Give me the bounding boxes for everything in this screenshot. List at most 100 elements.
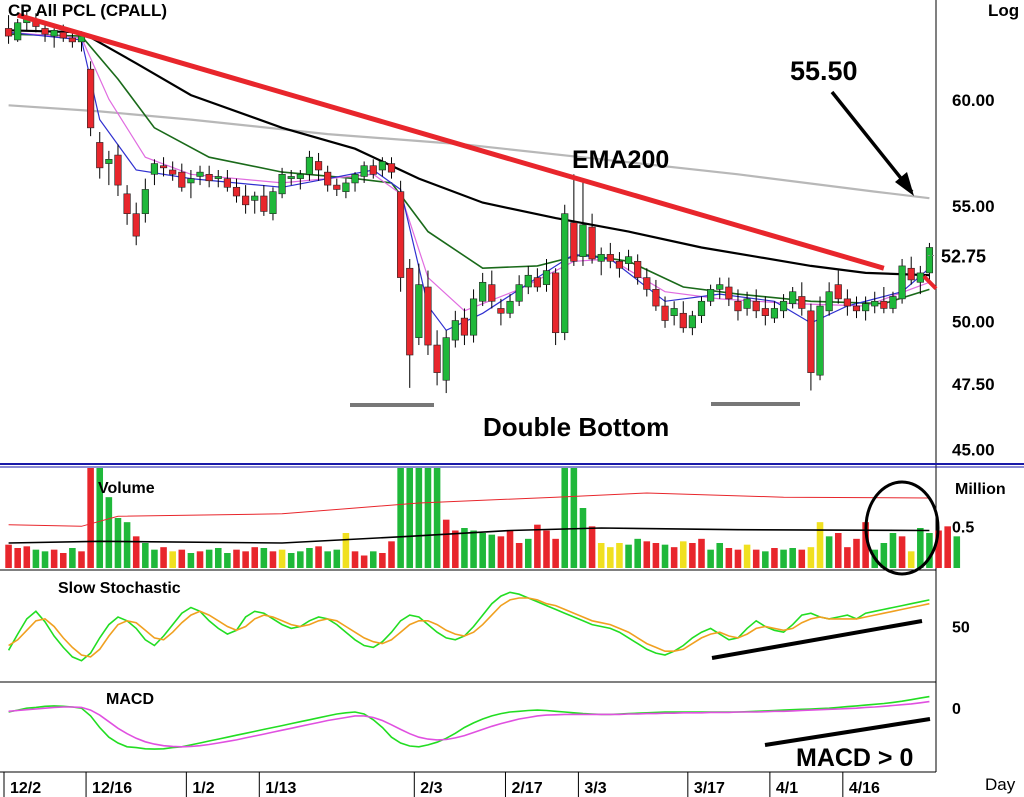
target-arrow-head — [895, 172, 914, 196]
stochastic-line — [7, 591, 930, 662]
volume-bar — [780, 549, 787, 568]
y-tick-label: 55.00 — [952, 197, 995, 216]
candle-body — [433, 344, 441, 373]
volume-bar — [725, 548, 733, 568]
candle-body — [105, 159, 113, 164]
volume-bar — [105, 497, 113, 568]
volume-bar — [834, 533, 842, 568]
volume-average-line — [8, 527, 930, 544]
macd-line — [8, 695, 930, 750]
candle-body — [14, 22, 22, 41]
candle-body — [533, 277, 541, 288]
macd-label: MACD — [106, 691, 154, 708]
moving-average-line — [8, 33, 930, 305]
candle-body — [479, 281, 487, 302]
volume-bar — [397, 468, 404, 568]
volume-bar — [41, 551, 49, 568]
candle-body — [278, 173, 286, 195]
volume-bar — [762, 551, 769, 568]
moving-average-line — [8, 31, 930, 312]
candle-body — [442, 337, 450, 381]
candle-body — [889, 296, 897, 309]
candle-body — [460, 317, 469, 336]
candle-body — [96, 142, 104, 169]
volume-bar — [570, 468, 578, 568]
volume-bar — [23, 546, 31, 568]
volume-bar — [716, 543, 724, 568]
volume-bar — [926, 533, 933, 568]
candle-body — [169, 169, 177, 175]
volume-bar — [324, 551, 331, 568]
volume-bar — [278, 549, 286, 568]
volume-bar — [14, 548, 21, 568]
volume-bar — [442, 519, 450, 568]
x-tick-label: 1/2 — [192, 780, 214, 797]
candle-body — [287, 176, 295, 179]
candle-body — [296, 173, 304, 179]
candle-body — [670, 308, 678, 316]
candle-body — [205, 173, 213, 182]
candle-body — [652, 289, 660, 307]
candle-body — [542, 270, 551, 285]
candle-body — [159, 165, 168, 169]
candle-body — [789, 291, 797, 304]
candle-body — [87, 68, 95, 129]
candle-body — [424, 286, 432, 346]
x-tick-label: 4/1 — [776, 780, 798, 797]
x-tick-label: 3/3 — [584, 780, 606, 797]
volume-bar — [315, 546, 322, 568]
candle-body — [324, 171, 332, 186]
volume-bar — [880, 543, 888, 568]
candle-body — [606, 254, 614, 262]
volume-bar — [287, 553, 295, 568]
x-axis-unit-label: Day — [985, 775, 1016, 794]
macd-line — [8, 700, 930, 748]
price-annotations: EMA200 55.50 Double Bottom — [350, 56, 914, 442]
volume-bar — [5, 544, 12, 568]
volume-bar — [889, 533, 897, 568]
volume-bar — [661, 544, 669, 568]
x-tick-label: 12/2 — [10, 780, 41, 797]
candle-body — [907, 267, 915, 281]
chart-title: CP All PCL (CPALL) — [8, 1, 167, 20]
candle-body — [697, 300, 706, 316]
volume-bar — [679, 541, 687, 568]
macd-tick-label: 0 — [952, 701, 961, 718]
y-tick-label: 45.00 — [952, 440, 995, 459]
stochastic-tick-label: 50 — [952, 620, 970, 637]
volume-bar — [452, 530, 459, 568]
ema200-annotation: EMA200 — [572, 146, 669, 174]
price-trendline — [16, 12, 938, 291]
candle-body — [716, 284, 724, 290]
y-tick-label: 60.00 — [952, 91, 995, 110]
candle-body — [843, 298, 851, 307]
volume-bar — [379, 553, 386, 568]
volume-bar — [160, 547, 167, 568]
volume-bar — [734, 549, 742, 568]
scale-mode-label: Log — [988, 1, 1019, 20]
volume-bar — [588, 526, 596, 568]
volume-bar — [561, 468, 569, 568]
candle-body — [725, 286, 733, 300]
candle-body — [387, 163, 396, 173]
candle-body — [4, 28, 13, 37]
volume-highlight-circle — [864, 480, 940, 576]
volume-bar — [59, 553, 67, 568]
last-price-label: 52.75 — [941, 247, 986, 267]
x-tick-label: 3/17 — [694, 780, 725, 797]
volume-bar — [214, 548, 222, 568]
candle-body — [743, 298, 751, 309]
volume-bar — [643, 541, 651, 568]
volume-bar — [752, 549, 760, 568]
moving-average-line — [8, 29, 930, 277]
volume-bar — [242, 551, 249, 568]
x-tick-label: 4/16 — [849, 780, 880, 797]
candle-body — [871, 300, 879, 307]
volume-bar — [269, 551, 277, 568]
candle-body — [688, 315, 696, 329]
candle-body — [114, 154, 122, 186]
candle-body — [770, 308, 779, 319]
candle-body — [132, 213, 140, 237]
